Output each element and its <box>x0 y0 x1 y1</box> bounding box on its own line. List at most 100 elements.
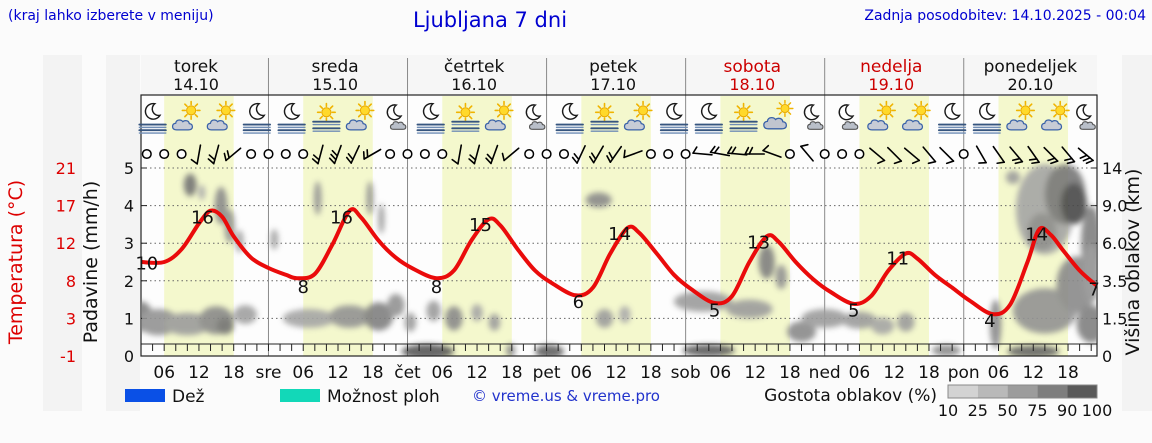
wind-barb-icon <box>1027 145 1040 165</box>
wind-barb-tick <box>469 154 477 161</box>
cloudheight-tick-label: 6.0 <box>1102 234 1127 253</box>
wind-barb-tick <box>468 158 476 165</box>
temperature-value-label: 7 <box>1088 279 1099 300</box>
cloud-blob <box>401 344 454 356</box>
wind-barb-tick <box>1031 161 1040 165</box>
wind-barb-tick <box>486 153 494 161</box>
cloud-blob <box>270 229 279 250</box>
cloud-blob <box>378 203 385 234</box>
cloud-blob <box>1005 170 1021 184</box>
cloud-blob <box>387 293 405 317</box>
day-name: ponedeljek <box>984 57 1078 77</box>
wind-calm-icon <box>280 148 291 160</box>
cloudheight-tick-label: 9.0 <box>1102 197 1127 216</box>
wind-barb-tick <box>1047 157 1056 162</box>
wind-barb-tick <box>1011 157 1021 162</box>
wind-calm-icon <box>958 148 969 160</box>
daylight-band <box>581 96 651 356</box>
x-tick-label: 12 <box>744 363 766 383</box>
cloud-blob <box>183 173 197 197</box>
wind-barb-shaft <box>939 146 955 162</box>
day-name: sobota <box>723 57 781 77</box>
wind-barb-tick <box>328 157 336 165</box>
cloud-scale-segment <box>948 385 978 398</box>
plot-frame <box>140 94 1098 357</box>
cloud-blob <box>313 181 322 216</box>
wind-calm-icon <box>298 148 309 160</box>
cloud-blob <box>282 309 336 328</box>
left-temp-strip <box>43 55 82 411</box>
wind-barb-tick <box>1064 157 1073 162</box>
precip-axis-title: Padavine (mm/h) <box>80 181 102 344</box>
temperature-value-label: 6 <box>573 292 584 313</box>
wind-barb-icon <box>1061 146 1076 165</box>
cloud-density-label: Gostota oblakov (%) <box>764 386 937 406</box>
cloud-blob <box>506 343 516 356</box>
x-tick-label: 18 <box>1057 363 1079 383</box>
precip-tick-label: 4 <box>124 197 134 216</box>
wind-barb-tick <box>590 152 597 160</box>
x-tick-label: 12 <box>883 363 905 383</box>
cloud-blob <box>404 312 417 332</box>
day-header-band <box>141 55 1097 95</box>
wind-barb-tick <box>366 149 369 158</box>
x-day-label: pet <box>533 363 561 383</box>
wind-barb-shaft <box>225 147 242 162</box>
cloudheight-tick-label: 14 <box>1102 159 1122 178</box>
x-tick-label: 18 <box>640 363 662 383</box>
cloud-blob <box>1082 243 1096 304</box>
wind-barb-tick <box>226 150 230 159</box>
wind-barb-tick <box>451 158 459 165</box>
wind-barb-shaft <box>922 146 937 163</box>
wind-barb-tick <box>744 146 750 155</box>
wind-barb-shaft <box>457 144 463 165</box>
wind-calm-icon <box>558 148 570 160</box>
x-tick-label: 18 <box>362 363 384 383</box>
cloud-scale-segment <box>1037 385 1068 398</box>
precip-tick-label: 1 <box>124 309 134 328</box>
wind-barb-shaft <box>903 147 921 162</box>
wind-barb-tick <box>877 159 886 165</box>
wind-barb-tick <box>1066 160 1076 165</box>
x-tick-label: 06 <box>153 363 175 383</box>
x-tick-label: 12 <box>188 363 210 383</box>
wind-barb-tick <box>312 154 320 161</box>
temperature-value-label: 11 <box>886 249 909 270</box>
cloud-blob <box>726 299 773 319</box>
wind-barb-icon <box>1043 146 1059 165</box>
x-tick-label: 18 <box>779 363 801 383</box>
wind-barb-shaft <box>1009 146 1024 163</box>
day-date: 16.10 <box>451 75 497 94</box>
cloud-blob <box>329 305 370 328</box>
cloud-blob <box>198 184 206 200</box>
wind-barb-icon <box>571 145 586 164</box>
x-tick-label: 06 <box>710 363 732 383</box>
credit-link[interactable]: © vreme.us & vreme.pro <box>472 387 660 405</box>
temperature-value-label: 8 <box>431 277 442 298</box>
wind-barb-tick <box>996 161 1006 165</box>
wind-barb-icon <box>869 147 886 165</box>
day-name: petek <box>589 57 637 77</box>
day-date: 14.10 <box>173 75 219 94</box>
day-name: sreda <box>312 57 359 77</box>
wind-barb-tick <box>347 153 354 161</box>
x-tick-label: 18 <box>918 363 940 383</box>
wind-barb-icon <box>485 144 499 165</box>
cloud-blob <box>585 192 612 208</box>
cloud-blob <box>989 299 1002 349</box>
wind-barb-shaft <box>576 145 586 164</box>
cloud-blob <box>775 264 787 290</box>
wind-barb-tick <box>331 149 339 157</box>
wind-barb-tick <box>1028 158 1038 161</box>
wind-barb-icon <box>451 144 463 165</box>
wind-barb-icon <box>762 144 782 158</box>
day-name: nedelja <box>860 57 922 77</box>
wind-barb-icon <box>692 146 713 156</box>
wind-barb-shaft <box>503 147 520 162</box>
cloud-blob <box>897 312 915 332</box>
cloud-scale-value: 50 <box>997 401 1017 420</box>
day-date: 19.10 <box>868 75 914 94</box>
day-date: 20.10 <box>1007 75 1053 94</box>
wind-calm-icon <box>645 148 656 160</box>
